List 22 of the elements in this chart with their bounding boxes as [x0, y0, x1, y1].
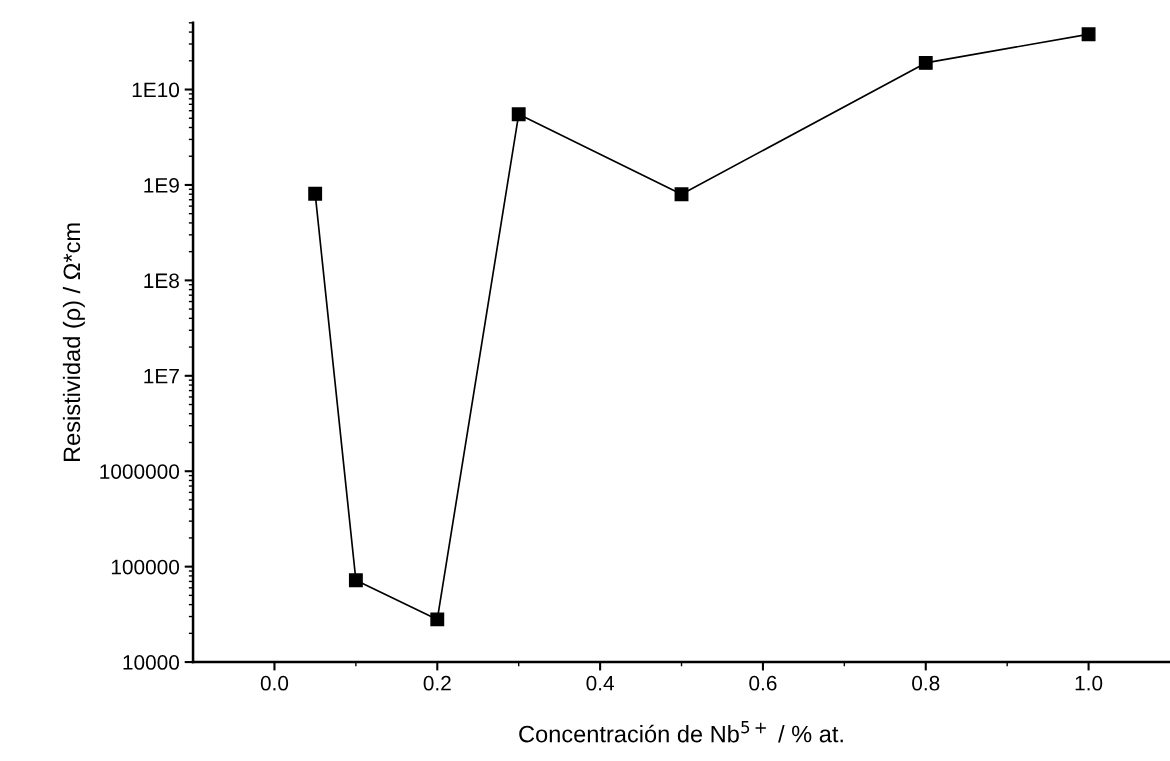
y-tick-label: 100000 — [111, 559, 180, 575]
point — [674, 187, 689, 202]
point — [430, 612, 445, 627]
y-tick-label: 1E7 — [144, 369, 179, 384]
point — [308, 186, 323, 201]
x-tick-label: 0.2 — [423, 675, 451, 691]
y-axis-title: Resistividad (ρ) / Ω*cm — [62, 223, 85, 462]
x-tick-label: 0.6 — [749, 675, 777, 691]
y-tick-label: 1000000 — [100, 464, 180, 479]
x-tick-label: 0.8 — [912, 675, 940, 691]
y-tick-label: 1E9 — [144, 177, 179, 193]
y-tick-label: 1E8 — [144, 273, 179, 289]
x-tick-label: 1.0 — [1075, 675, 1103, 691]
x-axis-title: Concentración de Nb$^{5+}$ / % at. — [519, 721, 843, 743]
point — [348, 573, 363, 588]
x-tick-label: 0.4 — [586, 675, 614, 691]
x-tick-label: 0.0 — [260, 675, 289, 691]
point — [1081, 27, 1096, 42]
y-tick-label: 1E10 — [132, 82, 180, 98]
y-tick-label: 10000 — [123, 655, 180, 670]
point — [511, 107, 526, 122]
point — [918, 55, 933, 70]
